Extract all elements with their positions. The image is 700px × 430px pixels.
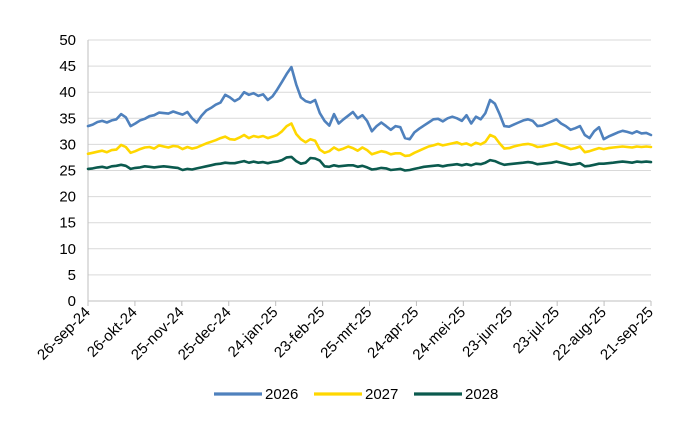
- legend-label-2026: 2026: [265, 386, 298, 403]
- legend-label-2027: 2027: [365, 386, 398, 403]
- y-tick-label: 25: [59, 163, 76, 180]
- y-tick-label: 30: [59, 136, 76, 153]
- series-line-2026: [86, 65, 653, 141]
- gridlines: [88, 39, 651, 276]
- y-tick-label: 10: [59, 241, 76, 258]
- y-tick-label: 20: [59, 189, 76, 206]
- y-tick-label: 45: [59, 58, 76, 75]
- x-axis-ticks: 26-sep-2426-okt-2425-nov-2425-dec-2424-j…: [34, 301, 657, 364]
- y-tick-label: 40: [59, 84, 76, 101]
- y-tick-label: 0: [68, 293, 76, 310]
- y-tick-label: 5: [68, 267, 76, 284]
- series-line-2028: [86, 155, 653, 172]
- series-line-2027: [86, 122, 653, 158]
- y-tick-label: 15: [59, 215, 76, 232]
- x-tick-label: 26-sep-24: [34, 304, 94, 364]
- y-tick-label: 50: [59, 32, 76, 49]
- x-tick-label: 23-jun-25: [459, 304, 516, 361]
- legend-label-2028: 2028: [465, 386, 498, 403]
- y-tick-label: 35: [59, 110, 76, 127]
- series-lines: [86, 65, 653, 172]
- legend: 2026 2027 2028: [214, 386, 498, 403]
- y-axis-ticks: 0 5 10 15 20 25 30 35 40 45 50: [59, 32, 76, 310]
